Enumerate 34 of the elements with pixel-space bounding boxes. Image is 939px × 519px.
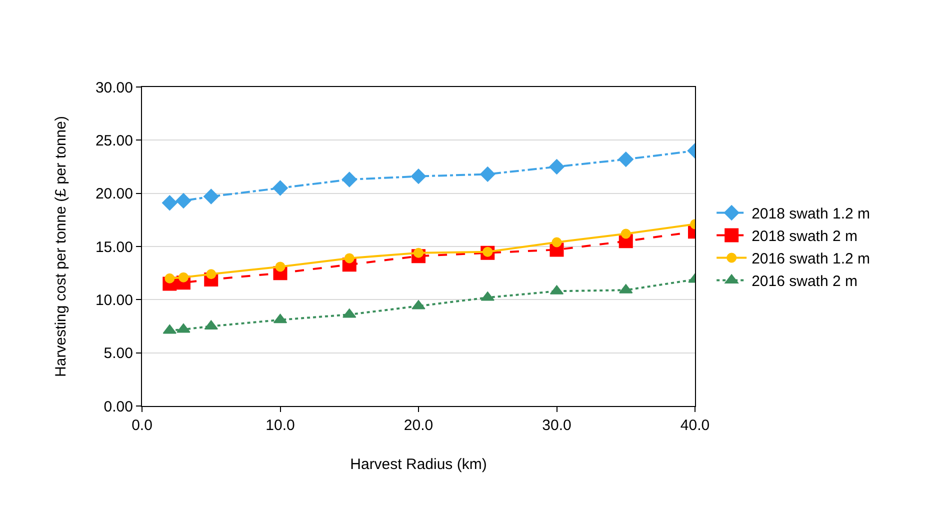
legend-label: 2016 swath 2 m <box>752 273 858 290</box>
x-tick-label: 30.0 <box>542 417 572 434</box>
y-tick-label: 15.00 <box>95 238 133 256</box>
point <box>162 195 178 211</box>
y-tick-label: 10.00 <box>95 292 133 309</box>
point <box>176 193 192 208</box>
point <box>342 172 358 188</box>
y-tick-label: 20.00 <box>95 186 133 203</box>
y-tick-label: 0.00 <box>104 398 133 416</box>
point <box>620 228 631 239</box>
x-tick-label: 20.0 <box>404 417 434 434</box>
point <box>410 168 426 184</box>
point <box>203 188 219 204</box>
point <box>344 253 354 264</box>
legend-label: 2016 swath 1.2 m <box>752 250 870 268</box>
point <box>618 152 634 167</box>
point <box>275 262 286 272</box>
x-axis-title: Harvest Radius (km) <box>350 456 487 473</box>
point <box>164 273 175 284</box>
point <box>176 323 190 333</box>
point <box>480 166 496 182</box>
point <box>549 159 564 174</box>
x-tick-label: 0.0 <box>132 417 152 434</box>
legend-label: 2018 swath 1.2 m <box>752 206 870 223</box>
legend-label: 2018 swath 2 m <box>752 228 858 246</box>
y-tick-label: 30.00 <box>95 79 133 96</box>
y-tick-label: 5.00 <box>104 345 133 362</box>
point <box>552 237 562 248</box>
point <box>272 180 288 196</box>
y-tick-label: 25.00 <box>95 132 133 150</box>
point <box>178 272 188 282</box>
x-tick-label: 10.0 <box>266 417 295 434</box>
x-tick-label: 40.0 <box>680 417 710 434</box>
y-axis-title: Harvesting cost per tonne (£ per tonne) <box>52 116 70 377</box>
